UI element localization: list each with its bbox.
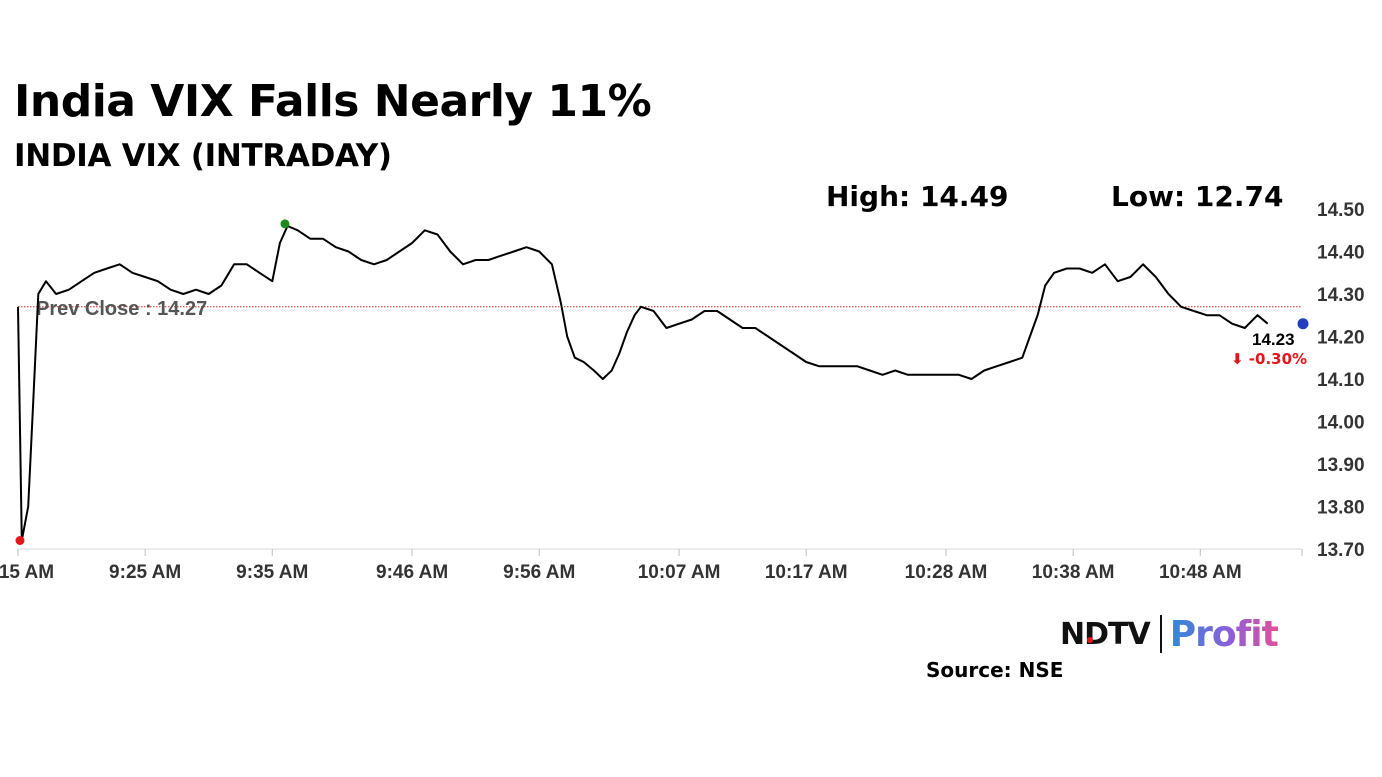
last-value-label: 14.23 [1252, 330, 1295, 349]
last-point-marker [1297, 318, 1309, 330]
y-tick-label: 14.50 [1317, 200, 1365, 221]
change-percent-label: ⬇ -0.30% [1231, 350, 1307, 368]
x-tick-label: 10:07 AM [638, 562, 721, 583]
x-tick-label: 9:25 AM [109, 562, 181, 583]
high-point-marker [280, 219, 290, 229]
y-tick-label: 13.90 [1317, 455, 1365, 476]
x-tick-label: 9:15 AM [0, 562, 54, 583]
logo-ndtv-text: NDTV [1060, 616, 1151, 652]
x-tick-label: 10:28 AM [905, 562, 988, 583]
x-tick-label: 9:35 AM [236, 562, 308, 583]
x-tick-label: 10:17 AM [765, 562, 848, 583]
low-stat: Low: 12.74 [1111, 180, 1284, 213]
low-point-marker [15, 536, 25, 545]
logo-profit-text: Profit [1169, 613, 1279, 655]
ndtv-profit-logo: NDTV Profit [1060, 612, 1279, 656]
x-tick-label: 9:46 AM [376, 562, 448, 583]
y-tick-label: 13.70 [1317, 540, 1365, 561]
y-tick-label: 14.30 [1317, 285, 1365, 306]
high-stat: High: 14.49 [826, 180, 1009, 213]
vix-series-line [17, 225, 1269, 542]
y-tick-label: 14.10 [1317, 370, 1365, 391]
x-tick-label: 9:56 AM [503, 562, 575, 583]
x-tick-label: 10:38 AM [1032, 562, 1115, 583]
chart-title: India VIX Falls Nearly 11% [14, 76, 652, 127]
logo-ndtv-label: NDTV [1060, 616, 1151, 652]
logo-red-dot [1087, 636, 1093, 643]
logo-separator [1159, 615, 1162, 653]
chart-subtitle: INDIA VIX (INTRADAY) [14, 138, 392, 174]
prev-close-label: Prev Close : 14.27 [36, 298, 207, 320]
x-tick-label: 10:48 AM [1159, 562, 1242, 583]
y-tick-label: 14.00 [1317, 413, 1365, 434]
source-note: Source: NSE [926, 658, 1064, 682]
y-tick-label: 14.20 [1317, 328, 1365, 349]
y-tick-label: 13.80 [1317, 498, 1365, 519]
y-tick-label: 14.40 [1317, 243, 1365, 264]
